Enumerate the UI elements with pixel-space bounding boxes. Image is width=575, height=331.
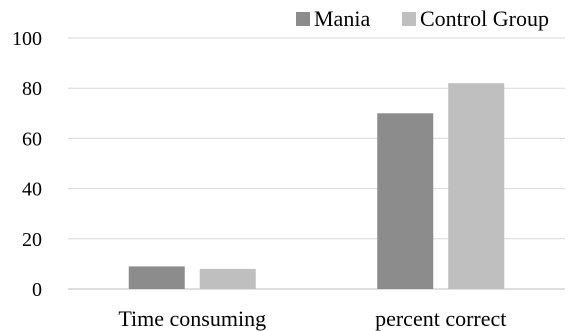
- y-tick-label: 80: [22, 78, 42, 100]
- bar-control-group-0: [199, 268, 256, 289]
- y-tick-label: 20: [22, 229, 42, 251]
- legend-swatch-control-group: [402, 12, 416, 26]
- bars: [128, 83, 505, 290]
- x-axis-category-labels: Time consuming percent correct: [118, 306, 506, 331]
- x-category-label: Time consuming: [118, 306, 266, 331]
- legend-label-mania: Mania: [314, 6, 370, 31]
- legend: Mania Control Group: [296, 6, 549, 31]
- bar-mania-0: [128, 266, 185, 289]
- bar-mania-1: [377, 113, 434, 289]
- bar-control-group-1: [448, 83, 505, 290]
- legend-label-control-group: Control Group: [420, 6, 549, 31]
- y-tick-label: 100: [12, 28, 42, 50]
- legend-swatch-mania: [296, 12, 310, 26]
- y-tick-label: 60: [22, 128, 42, 150]
- y-axis-ticks: 0 20 40 60 80 100: [12, 28, 42, 301]
- y-tick-label: 40: [22, 179, 42, 201]
- x-category-label: percent correct: [375, 306, 506, 331]
- y-tick-label: 0: [32, 279, 42, 301]
